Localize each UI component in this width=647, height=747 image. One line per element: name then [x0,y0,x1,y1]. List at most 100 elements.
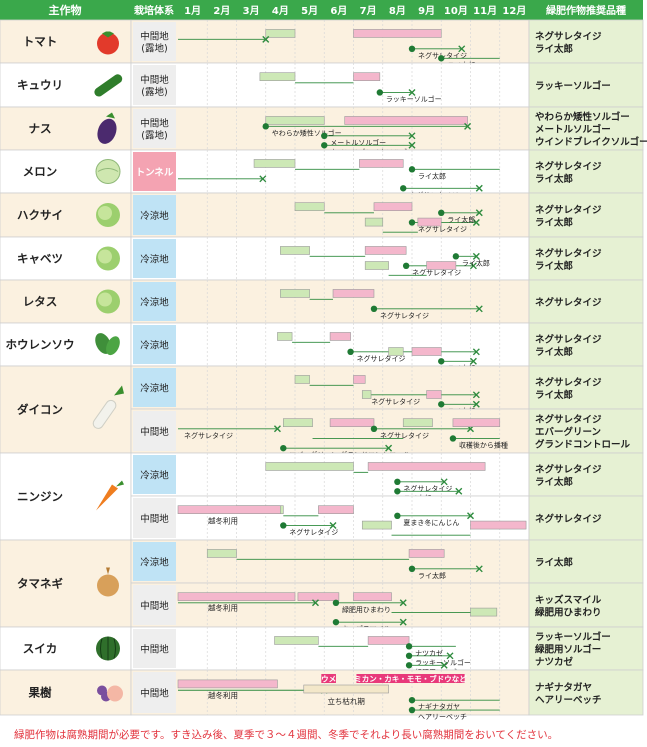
line-label: ライ太郎 [418,571,446,580]
green-variety: ナギナタガヤ [535,681,592,693]
eggplant-icon [97,112,117,144]
row-bg [130,365,530,410]
crop-bar [318,505,354,514]
green-variety: ナツカゼ [535,656,574,668]
sowing-dot [408,166,416,173]
system-cell [133,65,176,105]
line-label: ヘアリーベッチ [418,713,467,721]
plow-in-mark [472,218,480,226]
plow-in-mark [273,425,281,433]
green-manure-bar [361,390,372,399]
header-month: 9月 [418,5,435,17]
system-label: 冷涼地 [140,470,169,482]
greens-cell [528,19,644,64]
watermelon-icon [96,636,120,661]
onion-icon [97,567,119,597]
crop-name: ハクサイ [17,208,63,222]
cucumber-icon [94,74,123,97]
header-month: 1月 [184,5,201,17]
crop-bar [344,116,468,125]
row-bg [130,279,530,324]
plow-in-mark [469,357,477,365]
row-bg [130,408,530,454]
green-manure-bar [259,72,296,81]
line-label: ライ太郎 [462,258,490,267]
plow-in-mark [458,45,466,53]
line-label: 夏まき冬にんじん [403,518,459,527]
green-manure-bar [364,261,389,270]
napa-cabbage-icon [96,203,120,227]
line-label: ネグサレタイジ [289,527,338,536]
system-label: 中間地 [140,688,169,700]
plow-in-mark [440,478,448,486]
crop-name: 果樹 [28,686,52,700]
line-label: ネグサレタイジ [418,51,467,60]
line-label: ネグサレタイジ [412,268,461,277]
fruit-tag [356,674,465,683]
crop-bar [177,592,296,601]
crop-name: キャベツ [17,252,63,266]
system-label: 中間地 [140,600,169,612]
crop-name: ナス [29,122,52,136]
crop-bar [408,549,445,558]
crop-name: トマト [23,35,58,49]
green-variety: ネグサレタイジ [535,414,602,426]
system-cell [133,672,176,713]
system-label: 中間地 [140,74,169,86]
line-label: 収穫後から播種 [459,440,508,449]
crop-bar [329,332,351,341]
header-month: 2月 [213,5,230,17]
plow-in-mark [469,262,477,270]
standing-label: 立ち枯れ期 [327,696,365,706]
sowing-dot [400,185,407,192]
sowing-dot [405,662,413,669]
system-cell [133,325,176,364]
greens-cell [528,149,644,194]
crop-bar [417,217,442,227]
crop-bar [470,520,527,530]
crop-bar [367,462,486,471]
crop-bar [359,159,404,168]
greens-cell [528,106,644,151]
sowing-dot [405,643,413,650]
sowing-dot [438,209,445,216]
crop-bar [329,418,375,427]
greens-cell [528,452,644,497]
line-label: ライ太郎 [447,215,475,224]
sowing-dot [452,253,460,260]
sowing-dot [394,488,401,495]
system-cell [133,282,176,321]
row-bg [130,19,530,64]
plow-in-mark [385,444,393,452]
row-bg [130,495,530,541]
green-variety: ライ太郎 [535,476,574,488]
greens-cell [528,192,644,238]
crop-bar [367,636,410,645]
green-manure-bar [361,520,392,530]
cabbage-icon [96,246,120,271]
crop-name: タマネギ [17,577,63,591]
header-bar [0,0,643,20]
plow-in-mark [408,141,416,149]
header-month: 12月 [502,5,526,17]
green-manure-bar [265,29,296,38]
line-label: ネグサレタイジ [380,311,429,320]
crop-bar [373,202,413,211]
crop-name: レタス [23,295,58,309]
line-label: 緑肥用ひまわり [342,605,391,614]
plow-in-mark [475,209,483,217]
greens-cell [528,62,644,108]
crop-bar [353,592,392,601]
crop-bar [411,347,442,356]
green-variety: ネグサレタイジ [535,297,602,309]
greens-cell [528,365,644,410]
green-manure-bar [274,636,319,645]
sowing-dot [376,89,384,96]
sowing-dot [321,142,328,149]
system-cell [133,152,176,191]
carrot-icon [96,480,124,511]
melon-icon [95,159,121,184]
system-cell [133,195,176,235]
system-cell [133,368,176,407]
